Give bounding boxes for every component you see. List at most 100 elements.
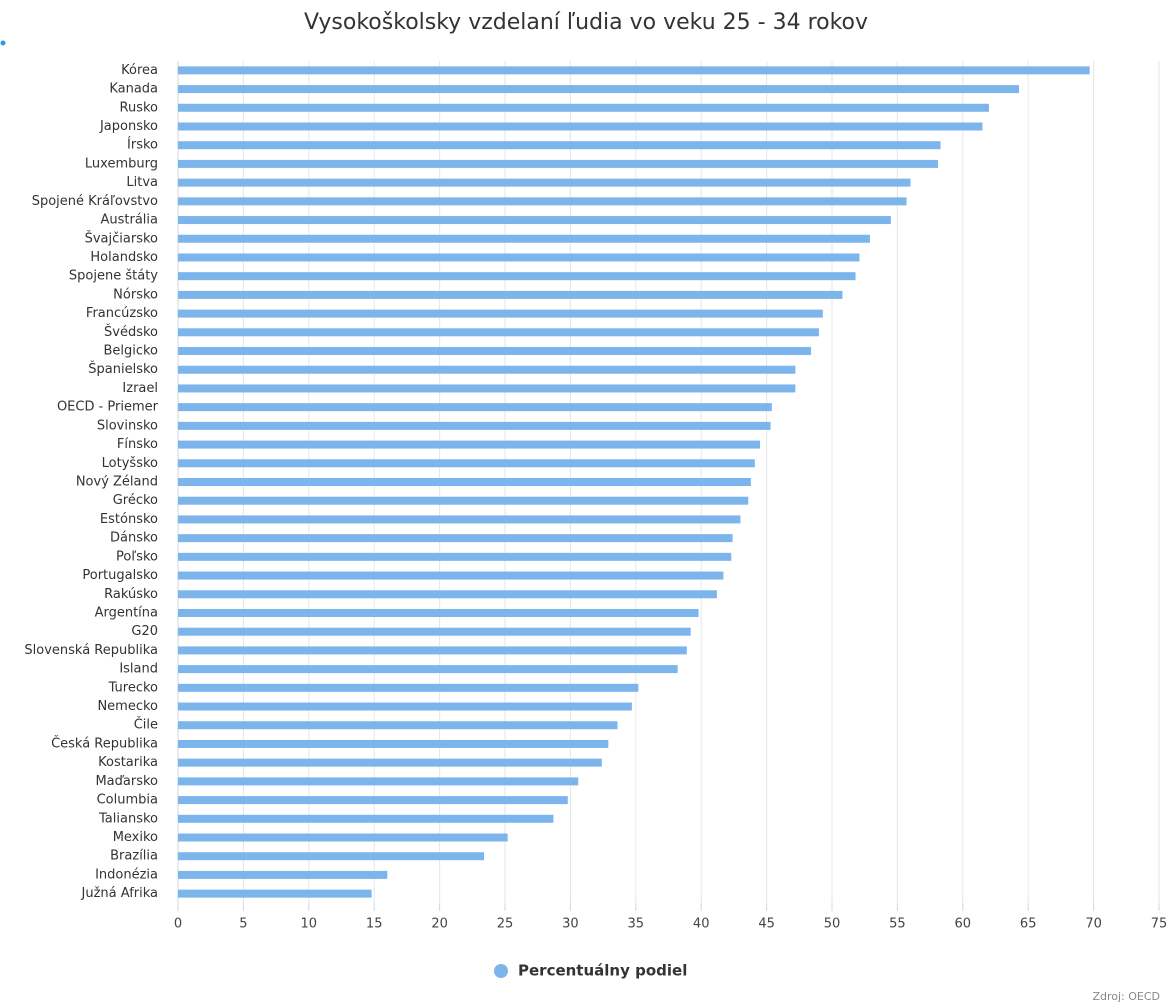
decor-dot [0,40,6,46]
y-tick-label: Švajčiarsko [85,230,158,246]
bar [178,683,639,692]
bar [178,103,989,112]
y-tick-label: Poľsko [116,549,158,564]
legend-label[interactable]: Percentuálny podiel [518,962,687,980]
bar [178,852,485,861]
bar [178,253,860,262]
bar [178,665,678,674]
bar [178,534,733,543]
y-tick-label: Japonsko [99,119,158,134]
y-tick-label: Rusko [120,100,159,115]
bar [178,290,843,299]
bar [178,309,823,318]
bar [178,627,691,636]
x-tick-label: 60 [955,917,972,932]
source: Zdroj: OECD [1092,990,1160,1003]
y-tick-label: Španielsko [88,361,158,377]
y-tick-label: Írsko [127,137,158,153]
y-tick-label: Nový Zéland [76,475,158,490]
bar [178,590,717,599]
x-tick-label: 15 [366,917,383,932]
bar [178,272,856,281]
x-tick-label: 20 [431,917,448,932]
bar [178,421,771,430]
y-tick-label: Slovinsko [97,418,158,433]
y-tick-label: Brazília [110,849,158,864]
y-tick-label: G20 [131,624,158,639]
y-tick-label: Fínsko [117,437,158,452]
y-tick-label: Austrália [100,213,158,228]
legend-marker[interactable] [494,964,508,978]
y-tick-label: Slovenská Republika [24,643,158,658]
y-tick-label: Holandsko [90,250,158,265]
y-tick-label: Turecko [108,680,158,695]
bar [178,777,579,786]
bar [178,328,819,337]
bar [178,440,761,449]
y-tick-label: Columbia [97,793,158,808]
bar [178,347,812,356]
bar [178,870,388,879]
y-tick-label: Kostarika [98,755,158,770]
x-tick-label: 0 [174,917,182,932]
y-tick-label: Čile [134,717,158,733]
bar [178,66,1090,75]
y-tick-label: Spojené Kráľovstvo [32,194,158,209]
bar [178,159,938,168]
y-tick-label: Belgicko [103,344,158,359]
bar [178,739,609,748]
bar [178,478,751,486]
x-tick-label: 65 [1020,917,1037,932]
bar [178,889,372,898]
y-tick-label: Portugalsko [82,568,158,583]
bar [178,552,732,561]
bar [178,216,891,225]
bar [178,197,907,206]
bar [178,721,618,730]
y-tick-label: Mexiko [113,830,158,845]
x-tick-label: 35 [628,917,645,932]
x-tick-label: 75 [1151,917,1168,932]
bar [178,234,870,243]
x-tick-label: 5 [239,917,247,932]
x-tick-label: 55 [889,917,906,932]
bar [178,702,632,711]
x-tick-label: 45 [758,917,775,932]
bar [178,758,602,767]
bar [178,85,1020,94]
bar [178,122,983,131]
bar [178,646,687,655]
x-tick-label: 40 [693,917,710,932]
y-tick-label: Kórea [121,63,158,78]
x-tick-label: 30 [562,917,579,932]
x-tick-label: 10 [301,917,318,932]
y-tick-label: Maďarsko [95,774,158,789]
y-tick-label: Estónsko [100,512,158,527]
y-tick-label: Rakúsko [104,587,158,602]
y-tick-label: Indonézia [95,867,158,882]
bar [178,796,568,805]
y-tick-label: Taliansko [98,811,158,826]
y-tick-label: Kanada [109,82,158,97]
bar [178,365,796,374]
bar [178,178,911,187]
x-tick-label: 50 [824,917,841,932]
y-tick-label: Litva [126,175,158,190]
y-tick-label: Island [119,662,158,677]
y-tick-label: Nemecko [97,699,158,714]
y-tick-label: Luxemburg [85,156,158,171]
y-tick-label: Česká Republika [51,735,158,751]
bar [178,515,741,524]
y-tick-label: Francúzsko [86,306,158,321]
bar [178,403,772,412]
y-tick-label: Izrael [122,381,158,396]
y-tick-label: Južná Afrika [81,886,158,901]
x-tick-label: 25 [497,917,514,932]
bar [178,496,749,505]
chart-title: Vysokoškolsky vzdelaní ľudia vo veku 25 … [304,10,868,35]
y-tick-label: Lotyšsko [102,456,158,471]
y-tick-label: Dánsko [110,531,158,546]
y-tick-label: Spojene štáty [69,269,158,284]
bar [178,459,755,468]
